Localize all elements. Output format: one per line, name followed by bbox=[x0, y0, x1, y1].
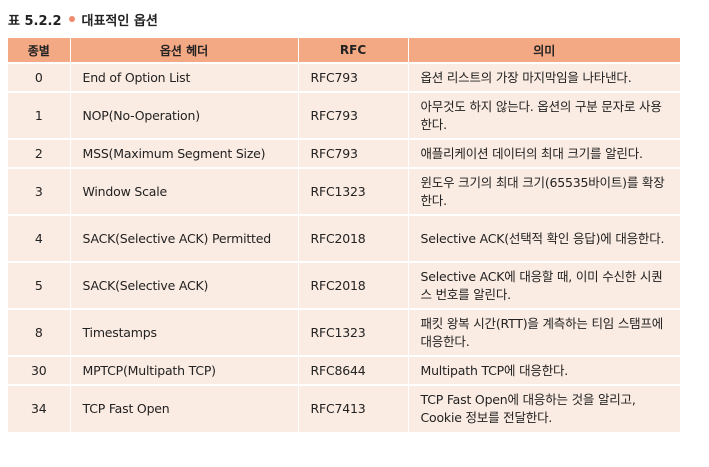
options-table: 종별 옵션 헤더 RFC 의미 0 End of Option List RFC… bbox=[8, 38, 680, 432]
table-row: 4 SACK(Selective ACK) Permitted RFC2018 … bbox=[8, 214, 680, 262]
cell-option-name: End of Option List bbox=[69, 62, 298, 92]
cell-type: 8 bbox=[8, 308, 70, 356]
bullet-icon bbox=[68, 16, 75, 22]
cell-meaning: 패킷 왕복 시간(RTT)을 계측하는 티임 스탬프에 대응한다. bbox=[407, 308, 680, 356]
table-header-row: 종별 옵션 헤더 RFC 의미 bbox=[8, 38, 680, 63]
cell-option-name: MSS(Maximum Segment Size) bbox=[69, 138, 298, 168]
cell-rfc: RFC1323 bbox=[297, 308, 408, 356]
cell-meaning: Selective ACK(선택적 확인 응답)에 대응한다. bbox=[407, 214, 680, 262]
cell-rfc: RFC793 bbox=[297, 91, 408, 139]
table-row: 3 Window Scale RFC1323 윈도우 크기의 최대 크기(655… bbox=[8, 167, 680, 215]
cell-meaning: 아무것도 하지 않는다. 옵션의 구분 문자로 사용한다. bbox=[407, 91, 680, 139]
cell-meaning: TCP Fast Open에 대응하는 것을 알리고, Cookie 정보를 전… bbox=[407, 384, 680, 432]
table-caption-label: 표 5.2.2 bbox=[8, 13, 62, 29]
cell-option-name: Window Scale bbox=[69, 167, 298, 215]
cell-rfc: RFC8644 bbox=[297, 355, 408, 385]
cell-option-name: SACK(Selective ACK) Permitted bbox=[69, 214, 298, 262]
cell-meaning: Selective ACK에 대응할 때, 이미 수신한 시퀀스 번호를 알린다… bbox=[407, 261, 680, 309]
cell-option-name: SACK(Selective ACK) bbox=[69, 261, 298, 309]
table-row: 30 MPTCP(Multipath TCP) RFC8644 Multipat… bbox=[8, 355, 680, 385]
cell-meaning: 애플리케이션 데이터의 최대 크기를 알린다. bbox=[407, 138, 680, 168]
table-row: 1 NOP(No-Operation) RFC793 아무것도 하지 않는다. … bbox=[8, 91, 680, 139]
cell-rfc: RFC793 bbox=[297, 138, 408, 168]
header-meaning: 의미 bbox=[407, 38, 680, 63]
cell-rfc: RFC1323 bbox=[297, 167, 408, 215]
cell-type: 2 bbox=[8, 138, 70, 168]
table-row: 0 End of Option List RFC793 옵션 리스트의 가장 마… bbox=[8, 62, 680, 92]
cell-rfc: RFC7413 bbox=[297, 384, 408, 432]
cell-type: 1 bbox=[8, 91, 70, 139]
table-caption-title: 대표적인 옵션 bbox=[81, 13, 158, 29]
table-row: 34 TCP Fast Open RFC7413 TCP Fast Open에 … bbox=[8, 384, 680, 432]
table-row: 5 SACK(Selective ACK) RFC2018 Selective … bbox=[8, 261, 680, 309]
header-rfc: RFC bbox=[297, 38, 408, 63]
cell-type: 5 bbox=[8, 261, 70, 309]
cell-rfc: RFC793 bbox=[297, 62, 408, 92]
cell-option-name: TCP Fast Open bbox=[69, 384, 298, 432]
cell-option-name: NOP(No-Operation) bbox=[69, 91, 298, 139]
cell-type: 34 bbox=[8, 384, 70, 432]
cell-type: 4 bbox=[8, 214, 70, 262]
cell-type: 0 bbox=[8, 62, 70, 92]
cell-type: 3 bbox=[8, 167, 70, 215]
cell-meaning: 윈도우 크기의 최대 크기(65535바이트)를 확장한다. bbox=[407, 167, 680, 215]
table-caption: 표 5.2.2 대표적인 옵션 bbox=[8, 9, 158, 29]
cell-rfc: RFC2018 bbox=[297, 214, 408, 262]
cell-option-name: MPTCP(Multipath TCP) bbox=[69, 355, 298, 385]
header-type: 종별 bbox=[8, 38, 70, 63]
cell-option-name: Timestamps bbox=[69, 308, 298, 356]
table-row: 8 Timestamps RFC1323 패킷 왕복 시간(RTT)을 계측하는… bbox=[8, 308, 680, 356]
cell-meaning: Multipath TCP에 대응한다. bbox=[407, 355, 680, 385]
cell-meaning: 옵션 리스트의 가장 마지막임을 나타낸다. bbox=[407, 62, 680, 92]
header-option-name: 옵션 헤더 bbox=[69, 38, 298, 63]
table-row: 2 MSS(Maximum Segment Size) RFC793 애플리케이… bbox=[8, 138, 680, 168]
cell-rfc: RFC2018 bbox=[297, 261, 408, 309]
cell-type: 30 bbox=[8, 355, 70, 385]
